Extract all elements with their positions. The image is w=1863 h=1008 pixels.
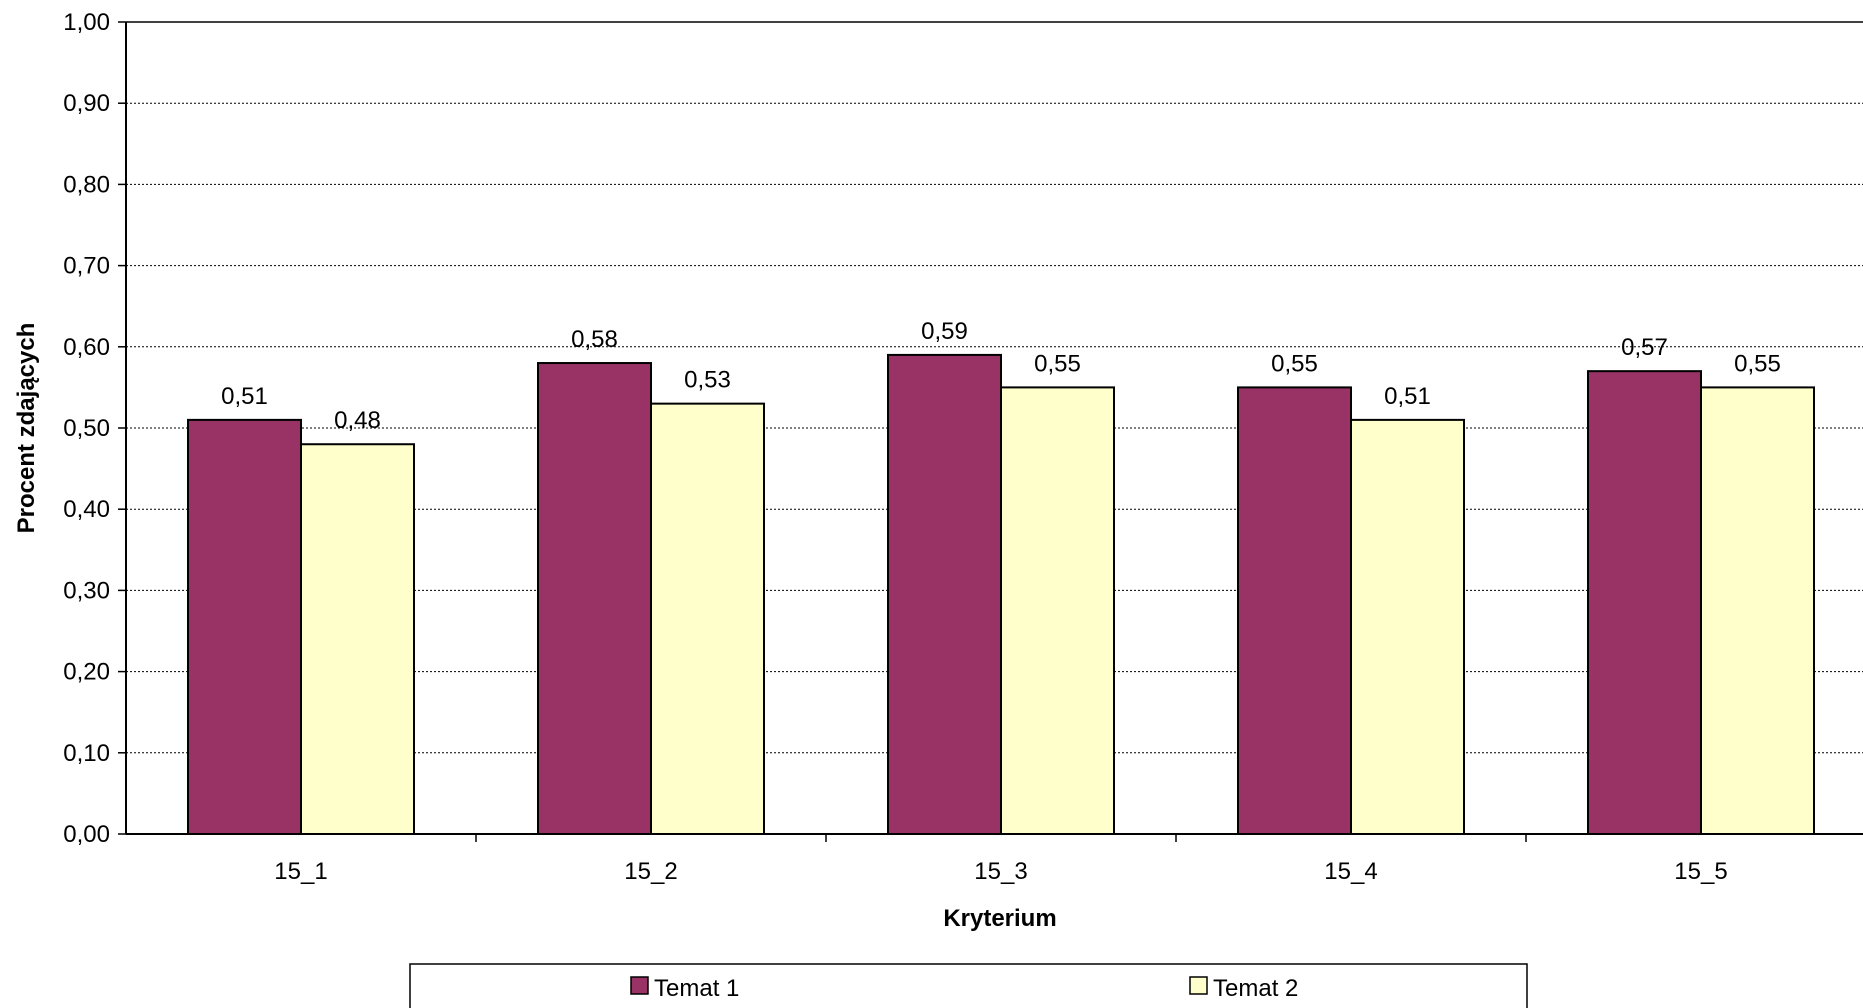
legend-swatch-temat-1 [630, 976, 649, 995]
bar-temat-2-15_1 [300, 443, 415, 835]
bar-temat-1-15_3 [887, 353, 1002, 835]
legend-label-temat-1: Temat 1 [654, 975, 739, 1002]
x-tick-label: 15_3 [974, 858, 1027, 885]
x-tick-label: 15_5 [1674, 858, 1727, 885]
bar-temat-1-15_5 [1587, 370, 1702, 835]
y-tick-label: 0,50 [63, 415, 110, 442]
bar-temat-1-15_2 [537, 362, 652, 835]
bars [187, 353, 1815, 835]
y-tick-label: 0,30 [63, 577, 110, 604]
x-tick-label: 15_2 [624, 858, 677, 885]
y-tick-label: 0,00 [63, 821, 110, 848]
x-tick-label: 15_4 [1324, 858, 1377, 885]
bar-temat-2-15_2 [650, 402, 765, 835]
legend-box [409, 963, 1528, 1008]
x-tick-label: 15_1 [274, 858, 327, 885]
data-label: 0,53 [684, 367, 731, 394]
data-label: 0,55 [1734, 350, 1781, 377]
data-label: 0,55 [1271, 350, 1318, 377]
y-tick-label: 0,70 [63, 253, 110, 280]
y-tick-label: 0,20 [63, 659, 110, 686]
bar-temat-1-15_4 [1237, 386, 1352, 835]
data-label: 0,58 [571, 326, 618, 353]
bar-temat-2-15_4 [1350, 418, 1465, 835]
data-label: 0,51 [1384, 383, 1431, 410]
data-label: 0,57 [1621, 334, 1668, 361]
axes [118, 21, 1863, 842]
legend-swatch-temat-2 [1189, 976, 1208, 995]
y-tick-label: 0,40 [63, 496, 110, 523]
labels: 0,00 0,10 0,20 0,30 0,40 0,50 0,60 0,70 0,80 0,90… [63, 9, 1781, 885]
data-label: 0,59 [921, 318, 968, 345]
y-tick-label: 1,00 [63, 9, 110, 36]
data-label: 0,48 [334, 407, 381, 434]
y-tick-label: 0,60 [63, 334, 110, 361]
bar-temat-2-15_5 [1700, 386, 1815, 835]
legend-label-temat-2: Temat 2 [1213, 975, 1298, 1002]
bar-temat-1-15_1 [187, 418, 302, 835]
data-label: 0,55 [1034, 350, 1081, 377]
legend: Temat 1 Temat 2 [409, 963, 1528, 1008]
y-axis-title: Procent zdających [13, 323, 40, 534]
bar-temat-2-15_3 [1000, 386, 1115, 835]
y-tick-label: 0,10 [63, 740, 110, 767]
y-tick-label: 0,90 [63, 90, 110, 117]
y-tick-label: 0,80 [63, 171, 110, 198]
x-axis-title: Kryterium [943, 905, 1056, 932]
data-label: 0,51 [221, 383, 268, 410]
